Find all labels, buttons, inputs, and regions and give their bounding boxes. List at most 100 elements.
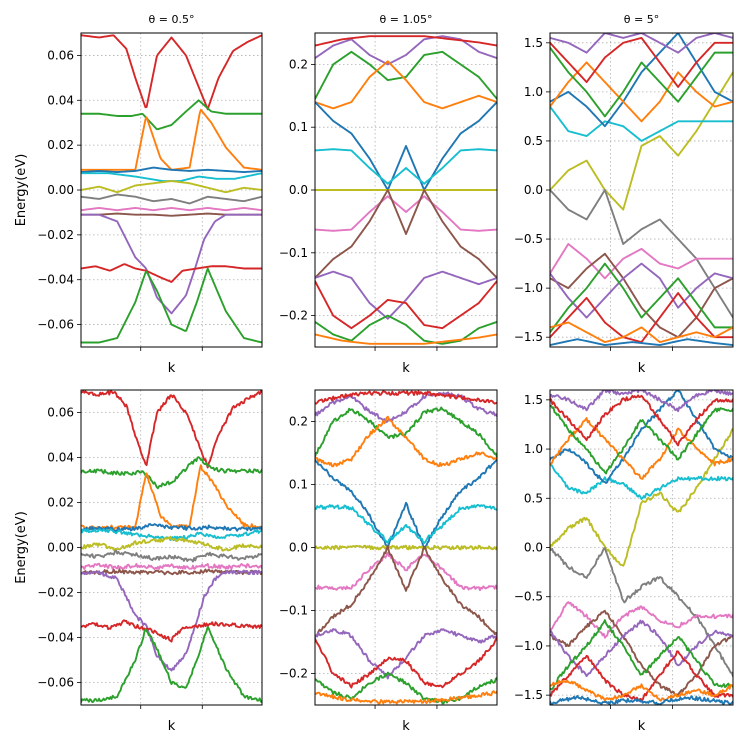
y-tick-label: 0.2 — [289, 415, 308, 429]
band-line-orange — [315, 415, 497, 468]
x-axis-label: k — [168, 719, 176, 734]
band-line-blue — [315, 101, 497, 191]
band-line-cyan — [315, 503, 497, 544]
x-axis-label: k — [168, 361, 176, 376]
y-tick-label: −0.06 — [37, 318, 74, 332]
band-line-gray — [81, 193, 262, 205]
band-line-brown — [550, 252, 733, 339]
panel-3: −1.5 −1.0 −0.5 0.0 0.5 1.0 1.5 k θ = 5° — [514, 13, 734, 376]
band-line-purple — [81, 569, 262, 672]
y-tick-label: 0.5 — [524, 134, 543, 148]
band-line-blue — [81, 523, 262, 533]
band-line-green — [81, 99, 262, 131]
band-line-cyan — [81, 172, 262, 182]
y-tick-label: 0.0 — [289, 541, 308, 555]
y-tick-label: −1.5 — [514, 688, 543, 702]
band-line-gray — [550, 189, 733, 319]
x-axis-label: k — [402, 361, 410, 376]
band-line-purple — [550, 33, 733, 54]
band-line-orange — [550, 321, 733, 344]
y-tick-label: −0.1 — [279, 604, 308, 618]
panel-title: θ = 1.05° — [380, 13, 433, 26]
y-tick-label: 0.0 — [524, 183, 543, 197]
band-line-blue — [81, 166, 262, 174]
band-line-red — [315, 35, 497, 47]
panel-title: θ = 0.5° — [149, 13, 195, 26]
y-axis-label: Energy(eV) — [14, 154, 29, 227]
axes-frame — [549, 32, 734, 348]
band-line-orange — [550, 61, 733, 123]
y-tick-label: −0.06 — [37, 676, 74, 690]
bands — [550, 33, 733, 346]
band-line-olive — [81, 535, 262, 552]
y-tick-label: 0.0 — [524, 541, 543, 555]
y-tick-label: −0.5 — [514, 232, 543, 246]
y-tick-label: 1.5 — [524, 36, 543, 50]
y-tick-label: 0.5 — [524, 491, 543, 505]
y-axis-label: Energy(eV) — [14, 511, 29, 584]
y-tick-label: 0.00 — [47, 183, 74, 197]
y-tick-label: 1.5 — [524, 393, 543, 407]
band-line-olive — [315, 544, 497, 551]
band-line-green — [315, 314, 497, 345]
band-line-green — [81, 267, 262, 344]
y-tick-label: 0.02 — [47, 496, 74, 510]
y-tick-label: −0.02 — [37, 586, 74, 600]
y-tick-label: −1.0 — [514, 281, 543, 295]
y-tick-label: 1.0 — [524, 85, 543, 99]
band-line-purple — [550, 619, 733, 678]
band-line-green — [550, 404, 733, 475]
band-line-orange — [315, 690, 497, 705]
x-axis-label: k — [638, 719, 646, 734]
x-axis-label: k — [402, 719, 410, 734]
y-tick-label: −1.0 — [514, 639, 543, 653]
panel-5: −0.2 −0.1 0.0 0.1 0.2 k — [279, 389, 498, 734]
band-line-red — [81, 390, 262, 469]
band-line-purple — [315, 35, 497, 66]
band-line-gray — [81, 549, 262, 563]
band-line-blue — [315, 458, 497, 549]
bands — [81, 390, 262, 704]
band-line-orange — [550, 417, 733, 480]
band-line-cyan — [315, 148, 497, 185]
x-axis-label: k — [638, 361, 646, 376]
band-line-olive — [81, 180, 262, 194]
y-tick-label: 0.06 — [47, 48, 74, 62]
y-tick-label: −0.04 — [37, 631, 74, 645]
band-line-orange — [81, 108, 262, 171]
band-line-brown — [315, 544, 497, 637]
band-line-green — [550, 619, 733, 691]
band-line-brown — [315, 189, 497, 279]
y-tick-label: 0.2 — [289, 57, 308, 71]
y-tick-label: 0.06 — [47, 406, 74, 420]
band-line-gray — [550, 547, 733, 678]
band-line-red — [550, 36, 733, 88]
band-line-green — [81, 625, 262, 704]
band-line-blue — [550, 338, 733, 346]
panel-title: θ = 5° — [624, 13, 659, 26]
y-tick-label: −0.04 — [37, 273, 74, 287]
band-line-pink — [81, 206, 262, 212]
band-line-red — [315, 280, 497, 330]
band-line-green — [315, 406, 497, 459]
band-line-red — [81, 263, 262, 283]
panel-6: −1.5 −1.0 −0.5 0.0 0.5 1.0 1.5 k — [514, 389, 734, 734]
band-line-pink — [315, 551, 497, 592]
y-tick-label: 0.0 — [289, 183, 308, 197]
y-tick-label: 1.0 — [524, 442, 543, 456]
band-line-green — [550, 262, 733, 334]
band-line-orange — [315, 333, 497, 345]
band-line-cyan — [550, 463, 733, 500]
band-line-red — [315, 390, 497, 405]
band-line-pink — [81, 562, 262, 571]
band-line-pink — [550, 601, 733, 639]
band-line-orange — [315, 60, 497, 110]
band-line-green — [81, 456, 262, 490]
band-line-orange — [81, 464, 262, 530]
y-tick-label: 0.04 — [47, 451, 74, 465]
band-line-purple — [315, 270, 497, 320]
panel-4: −0.06 −0.04 −0.02 0.00 0.02 0.04 0.06 k Energy(e… — [14, 389, 263, 734]
y-tick-label: 0.02 — [47, 138, 74, 152]
y-tick-label: 0.1 — [289, 478, 308, 492]
